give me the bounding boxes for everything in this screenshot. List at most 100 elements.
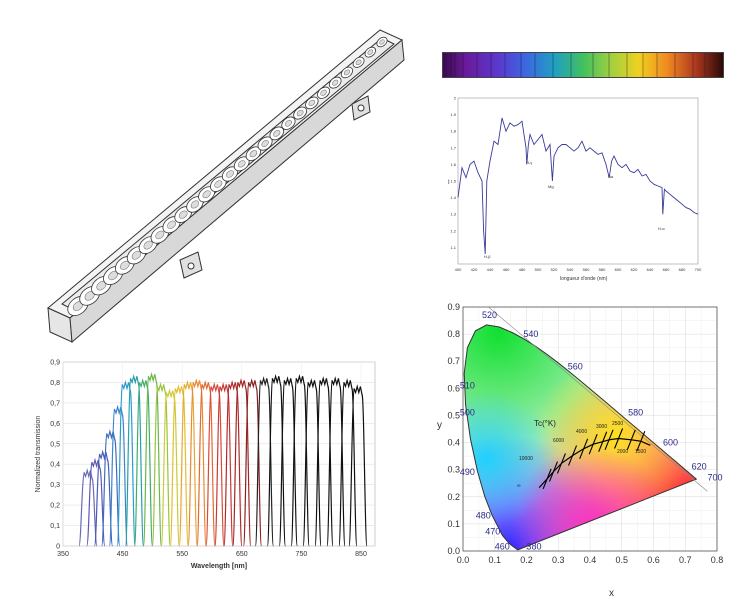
led-bar-illustration	[30, 20, 420, 350]
solar-xtick-label: 580	[599, 267, 606, 272]
transmission-ylabel: Normalized transmission	[35, 416, 42, 493]
solar-xtick-label: 420	[471, 267, 478, 272]
filter-curve	[205, 382, 225, 547]
cie-ytick-label: 0.2	[447, 492, 460, 502]
isotherm-tick	[604, 429, 614, 451]
cie-ytick-label: 0.9	[447, 302, 460, 312]
cie-ytick-label: 0.7	[447, 356, 460, 366]
transmission-ytick-label: 0,7	[50, 400, 60, 407]
filter-curve	[254, 376, 274, 547]
filter-curve	[86, 457, 106, 547]
filter-curve	[290, 373, 310, 547]
cie-xtick-label: 0.6	[647, 555, 660, 565]
isotherm-tick	[548, 461, 558, 482]
transmission-xtick-label: 850	[355, 551, 367, 558]
spectral-locus	[463, 324, 698, 551]
solar-xtick-label: 460	[503, 267, 510, 272]
filter-curve	[348, 384, 368, 547]
solar-xlabel: longueur d'onde (nm)	[560, 276, 608, 282]
cie-xtick-label: 0.7	[679, 555, 692, 565]
temp-label-2500: 2500	[612, 421, 623, 427]
led-lens-inner	[237, 160, 246, 168]
wavelength-label: 470	[485, 527, 500, 537]
solar-xtick-label: 680	[679, 267, 686, 272]
cie-xlabel: x	[609, 588, 614, 599]
cie-ytick-label: 0.6	[447, 383, 460, 393]
wavelength-label: 490	[460, 467, 475, 477]
led-lens-inner	[343, 69, 350, 76]
led-lens-row	[67, 36, 388, 317]
cie-xtick-label: 0.4	[584, 555, 597, 565]
led-lens-inner	[202, 190, 211, 199]
solar-xtick-label: 560	[583, 267, 590, 272]
filter-curve	[133, 378, 154, 547]
led-lens-inner	[190, 200, 200, 209]
isotherm-tick	[579, 438, 589, 459]
cie-xtick-label: 0.2	[520, 555, 533, 565]
filter-curve	[196, 380, 216, 547]
solar-ytick-label: 1.2	[450, 228, 456, 233]
led-lens-inner	[379, 39, 385, 45]
temp-label-6000: 6000	[553, 438, 564, 444]
isotherm-tick	[542, 468, 552, 490]
isotherm-tick	[636, 430, 646, 452]
solar-spectrum-chart: 2 1.9 1.8 1.7 1.6 1.5 1.4 1.3 1.2 1.1 400 420 440 46…	[440, 92, 705, 283]
led-lens-inner	[261, 140, 269, 147]
isotherm-tick	[614, 428, 624, 449]
cie-ylabel: y	[437, 420, 442, 431]
isotherm-tick	[568, 445, 578, 466]
line-label-h-beta: H-β	[484, 254, 491, 259]
solar-xtick-label: 640	[647, 267, 654, 272]
cie-xtick-label: 0.0	[457, 555, 470, 565]
solar-ytick-label: 1.8	[450, 129, 456, 134]
cie-plot-frame	[462, 306, 718, 552]
transmission-xtick-label: 350	[57, 551, 69, 558]
isotherm-tick	[626, 429, 636, 451]
cie-ytick-label: 0.8	[447, 329, 460, 339]
filter-curve	[278, 376, 298, 547]
solar-spectrum-svg: 2 1.9 1.8 1.7 1.6 1.5 1.4 1.3 1.2 1.1 400 420 440 46…	[448, 96, 702, 283]
solar-ytick-label: 1.4	[450, 195, 456, 200]
transmission-ytick-label: 0,2	[50, 503, 60, 510]
tc-label: Tc(°K)	[534, 419, 556, 428]
filter-curve	[223, 380, 243, 547]
led-bar-drawing	[47, 29, 405, 344]
temp-label-4000: 4000	[576, 429, 587, 435]
filter-curve	[78, 468, 98, 547]
cie-ytick-label: 0.5	[447, 410, 460, 420]
transmission-xtick-label: 650	[236, 551, 248, 558]
solar-ytick-label: 1.9	[450, 112, 456, 117]
cie-ytick-label: 0.0	[447, 546, 460, 556]
transmission-xlabel: Wavelength [nm]	[191, 563, 247, 570]
led-lens-inner	[367, 49, 374, 55]
wavelength-label: 510	[460, 380, 475, 390]
solar-plot-area	[457, 97, 699, 265]
transmission-ytick-label: 0,4	[50, 462, 60, 469]
led-lens-inner	[226, 170, 234, 178]
solar-ytick-label: 1.5	[450, 179, 456, 184]
solar-xtick-label: 400	[455, 267, 462, 272]
bracket-hole-icon	[357, 104, 365, 112]
temp-label-10000: 10000	[519, 456, 533, 462]
line-label-mg: Mg	[548, 184, 554, 189]
led-lens-inner	[155, 230, 165, 240]
filter-curve	[314, 376, 334, 547]
cie-svg: 0.0 0.1 0.2 0.3 0.4 0.5 0.6 0.7 0.8 0.0 0.1 0.2 0.3…	[437, 302, 724, 599]
filter-curve	[151, 382, 171, 547]
temp-label-2000: 2000	[617, 449, 628, 455]
wavelength-label: 480	[476, 510, 491, 520]
led-lens-inner	[296, 109, 304, 117]
cie-xtick-label: 0.3	[552, 555, 565, 565]
wavelength-label: 540	[523, 329, 538, 339]
filter-curve	[116, 380, 136, 547]
cie-xtick-label: 0.8	[711, 555, 724, 565]
solar-ytick-label: 2	[454, 96, 457, 101]
transmission-xtick-label: 750	[296, 551, 308, 558]
cie-ytick-label: 0.3	[447, 465, 460, 475]
bracket-hole-icon	[187, 262, 195, 270]
led-lens-inner	[273, 130, 281, 137]
solar-intensity-line	[457, 117, 699, 255]
solar-ylabel: I	[448, 180, 450, 186]
filter-curve	[242, 378, 263, 547]
transmission-ytick-label: 0,6	[50, 421, 60, 428]
